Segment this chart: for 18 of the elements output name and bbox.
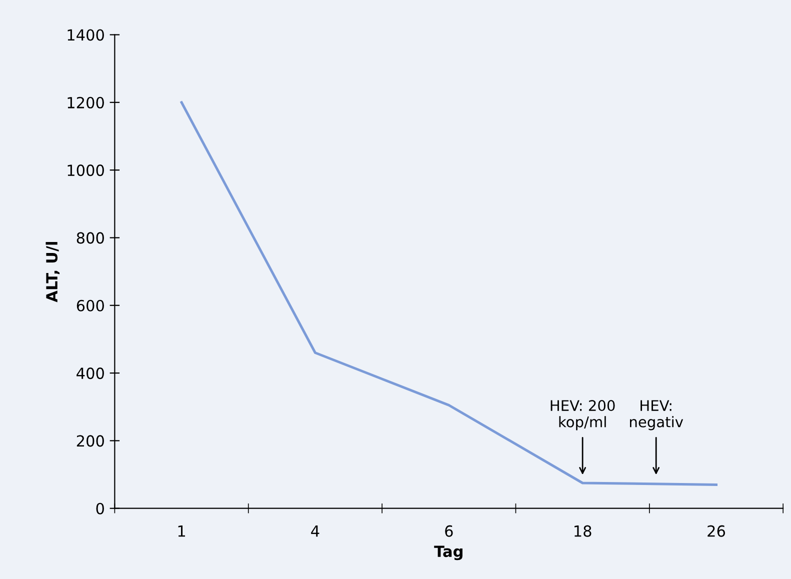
y-tick-label: 800 bbox=[76, 232, 104, 244]
y-axis-title: ALT, U/l bbox=[46, 242, 60, 302]
y-tick-label: 600 bbox=[76, 300, 104, 312]
y-tick-label: 1400 bbox=[68, 29, 104, 41]
annotation: HEV: 200 kop/ml bbox=[550, 400, 615, 430]
x-tick-label: 6 bbox=[445, 525, 453, 537]
x-tick-label: 1 bbox=[178, 526, 185, 537]
x-tick-label: 4 bbox=[311, 526, 320, 537]
line-series bbox=[180, 101, 718, 486]
x-tick-label: 26 bbox=[708, 525, 726, 537]
x-tick-label: 18 bbox=[574, 525, 592, 537]
y-tick-label: 400 bbox=[76, 368, 104, 380]
y-tick-label: 1000 bbox=[68, 164, 104, 176]
x-axis-title: Tag bbox=[434, 546, 462, 560]
y-tick-label: 0 bbox=[96, 502, 104, 514]
y-tick-label: 200 bbox=[76, 435, 104, 447]
annotation: HEV: negativ bbox=[630, 400, 684, 430]
y-tick-label: 1200 bbox=[68, 96, 104, 108]
